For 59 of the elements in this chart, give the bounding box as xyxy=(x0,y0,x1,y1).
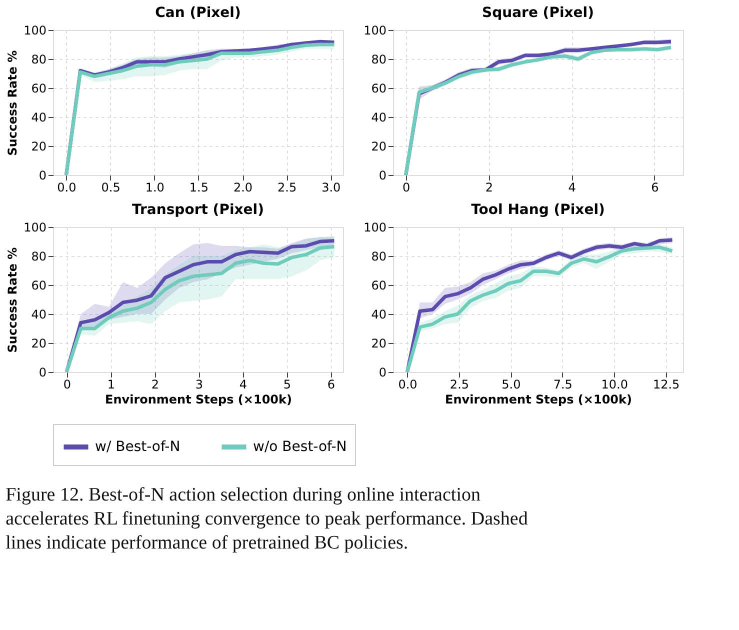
x-tick-label: 2.5 xyxy=(278,180,297,194)
y-tick-label: 100 xyxy=(24,220,46,234)
x-tick-label: 1.5 xyxy=(189,180,208,194)
chart-title: Tool Hang (Pixel) xyxy=(471,202,605,218)
x-tick-label: 1.0 xyxy=(145,180,164,194)
x-tick-label: 10.0 xyxy=(601,378,628,392)
y-tick-label: 80 xyxy=(371,250,386,264)
y-tick-label: 0 xyxy=(378,168,386,182)
x-tick-label: 6 xyxy=(651,180,659,194)
y-tick-label: 0 xyxy=(38,168,46,182)
y-tick-label: 0 xyxy=(378,366,386,380)
x-tick-label: 2.0 xyxy=(233,180,253,194)
legend-label: w/ Best-of-N xyxy=(95,439,180,455)
x-tick-label: 12.5 xyxy=(652,378,680,392)
y-axis-title: Success Rate % xyxy=(6,50,20,156)
x-axis-title: Environment Steps (×100k) xyxy=(105,392,292,406)
y-tick-label: 60 xyxy=(371,278,386,292)
y-axis-title: Success Rate % xyxy=(6,247,20,353)
x-axis-title: Environment Steps (×100k) xyxy=(445,392,632,406)
y-tick-label: 0 xyxy=(38,366,46,380)
y-tick-label: 80 xyxy=(31,250,46,264)
y-tick-label: 20 xyxy=(31,336,46,350)
caption: Figure 12. Best-of-N action selection during online interaction accelerates RL finetuning convergence to peak performance. Dashed lines indicate performance of pretrained BC policies. xyxy=(6,484,528,554)
x-tick-label: 0.5 xyxy=(101,180,120,194)
y-tick-label: 40 xyxy=(31,308,46,322)
x-tick-label: 5.0 xyxy=(502,378,521,392)
y-tick-label: 80 xyxy=(31,52,46,66)
y-tick-label: 20 xyxy=(371,140,386,154)
y-tick-label: 80 xyxy=(371,52,386,66)
y-tick-label: 20 xyxy=(371,336,386,350)
chart-title: Square (Pixel) xyxy=(482,5,594,21)
x-tick-label: 7.5 xyxy=(553,378,572,392)
y-tick-label: 60 xyxy=(31,82,46,96)
x-tick-label: 0 xyxy=(402,180,410,194)
y-tick-label: 40 xyxy=(31,110,46,124)
x-tick-label: 2.5 xyxy=(450,378,470,392)
y-tick-label: 60 xyxy=(31,278,46,292)
chart-title: Transport (Pixel) xyxy=(132,202,264,218)
x-tick-label: 6 xyxy=(327,378,335,392)
chart-title: Can (Pixel) xyxy=(155,5,241,21)
x-tick-label: 4 xyxy=(568,180,576,194)
y-tick-label: 20 xyxy=(31,140,46,154)
x-tick-label: 2 xyxy=(151,378,159,392)
x-tick-label: 0.0 xyxy=(398,378,418,392)
x-tick-label: 0.0 xyxy=(57,180,76,194)
y-tick-label: 60 xyxy=(371,82,386,96)
y-tick-label: 40 xyxy=(371,308,386,322)
x-tick-label: 2 xyxy=(485,180,494,194)
legend-label: w/o Best-of-N xyxy=(253,439,347,455)
x-tick-label: 5 xyxy=(283,378,291,392)
x-tick-label: 3 xyxy=(195,378,203,392)
y-tick-label: 100 xyxy=(364,220,386,234)
x-tick-label: 3.0 xyxy=(322,180,341,194)
x-tick-label: 0 xyxy=(63,378,71,392)
y-tick-label: 100 xyxy=(364,24,386,38)
y-tick-label: 40 xyxy=(371,110,386,124)
x-tick-label: 1 xyxy=(107,378,115,392)
x-tick-label: 4 xyxy=(239,378,247,392)
y-tick-label: 100 xyxy=(24,24,46,38)
